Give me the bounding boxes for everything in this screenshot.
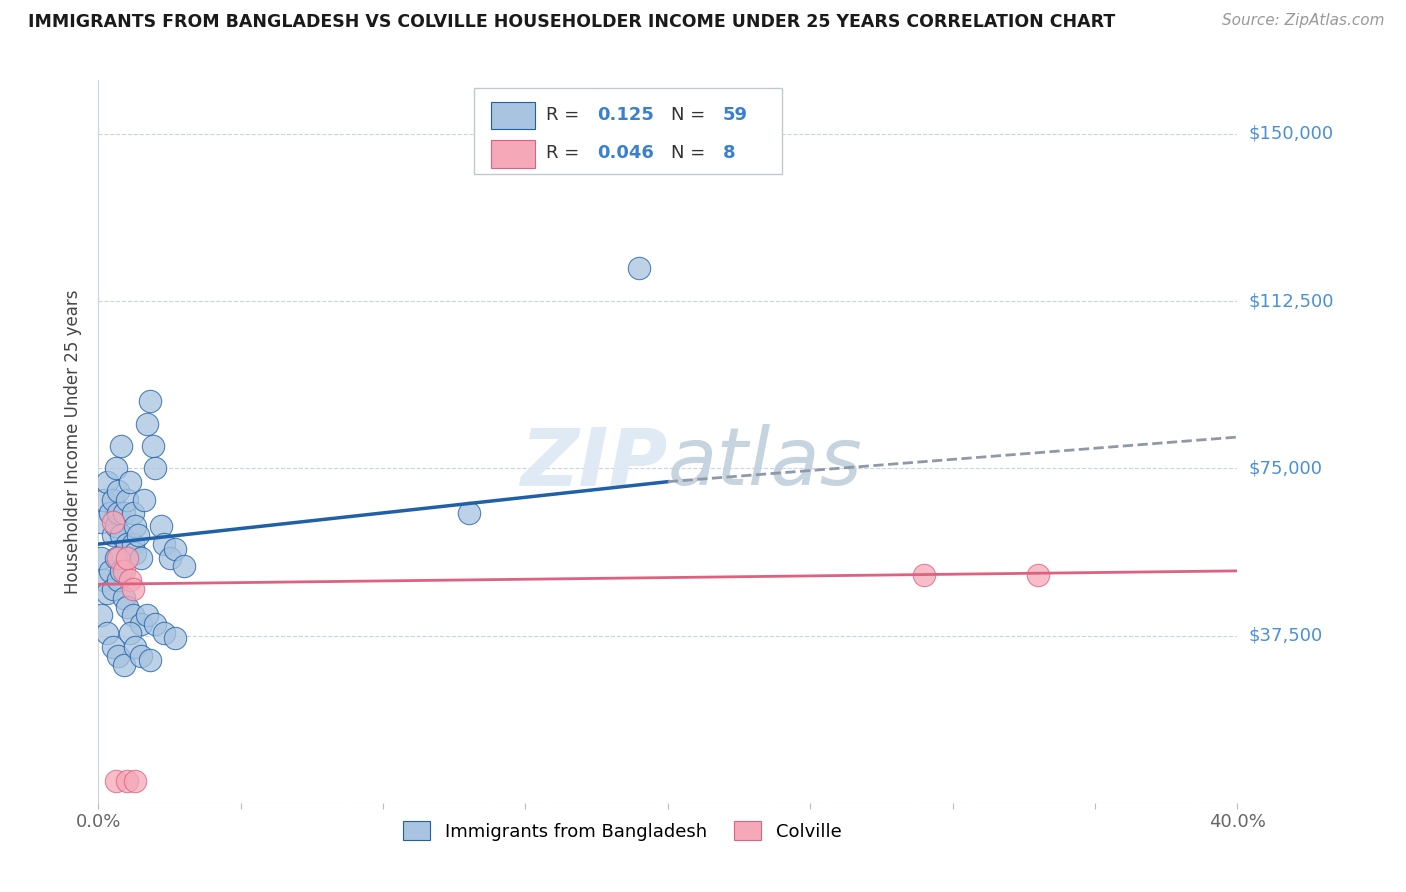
Point <box>138 394 160 409</box>
Point <box>121 608 143 623</box>
Point <box>90 608 112 623</box>
Text: 59: 59 <box>723 106 748 124</box>
Point <box>118 626 141 640</box>
Point <box>107 506 129 520</box>
Point <box>101 528 124 542</box>
Point <box>124 773 146 788</box>
Point <box>104 461 127 475</box>
Point <box>96 586 118 600</box>
Point <box>628 260 651 275</box>
Point <box>159 550 181 565</box>
Point <box>96 475 118 489</box>
FancyBboxPatch shape <box>474 87 782 174</box>
Text: ZIP: ZIP <box>520 425 668 502</box>
Point <box>121 506 143 520</box>
Text: 8: 8 <box>723 145 735 162</box>
Point <box>115 492 138 507</box>
Point <box>110 528 132 542</box>
Point <box>112 564 135 578</box>
FancyBboxPatch shape <box>491 102 534 129</box>
Point <box>165 631 187 645</box>
Point <box>112 506 135 520</box>
Point <box>104 773 127 788</box>
Point <box>101 582 124 596</box>
Text: N =: N = <box>671 145 711 162</box>
Text: $75,000: $75,000 <box>1249 459 1323 477</box>
Point <box>90 515 112 529</box>
Point <box>153 537 176 551</box>
Point <box>912 568 935 582</box>
Point <box>101 492 124 507</box>
Point <box>115 550 138 565</box>
Point <box>145 617 167 632</box>
Point <box>98 506 121 520</box>
Text: R =: R = <box>546 145 585 162</box>
Point <box>107 483 129 498</box>
Point <box>115 599 138 614</box>
Point <box>98 564 121 578</box>
Point <box>135 608 157 623</box>
Point <box>132 492 155 507</box>
Point <box>101 640 124 654</box>
Point <box>124 519 146 533</box>
Text: 0.125: 0.125 <box>598 106 654 124</box>
Point <box>173 559 195 574</box>
Point <box>138 653 160 667</box>
Point <box>129 617 152 632</box>
Point <box>110 439 132 453</box>
Text: N =: N = <box>671 106 711 124</box>
Point <box>112 591 135 605</box>
Point <box>90 550 112 565</box>
Point <box>107 573 129 587</box>
Y-axis label: Householder Income Under 25 years: Householder Income Under 25 years <box>65 289 83 594</box>
Text: Source: ZipAtlas.com: Source: ZipAtlas.com <box>1222 13 1385 29</box>
Text: atlas: atlas <box>668 425 863 502</box>
Point <box>145 461 167 475</box>
Point <box>457 506 479 520</box>
Text: R =: R = <box>546 106 585 124</box>
Text: IMMIGRANTS FROM BANGLADESH VS COLVILLE HOUSEHOLDER INCOME UNDER 25 YEARS CORRELA: IMMIGRANTS FROM BANGLADESH VS COLVILLE H… <box>28 13 1115 31</box>
Point <box>124 546 146 560</box>
Point <box>153 626 176 640</box>
Point <box>118 475 141 489</box>
Point <box>93 573 115 587</box>
Point <box>115 537 138 551</box>
Point <box>127 528 149 542</box>
Point <box>96 626 118 640</box>
Point <box>118 573 141 587</box>
Text: $112,500: $112,500 <box>1249 292 1334 310</box>
Point <box>112 657 135 672</box>
Point <box>1026 568 1049 582</box>
Point <box>107 550 129 565</box>
Point <box>110 564 132 578</box>
Point <box>121 537 143 551</box>
Point <box>124 640 146 654</box>
Point <box>101 515 124 529</box>
Point <box>135 417 157 431</box>
Text: $37,500: $37,500 <box>1249 626 1323 645</box>
Point <box>129 550 152 565</box>
Point <box>107 648 129 663</box>
Point <box>93 492 115 507</box>
Point <box>165 541 187 556</box>
Point <box>104 550 127 565</box>
Point <box>104 519 127 533</box>
Text: $150,000: $150,000 <box>1249 125 1333 143</box>
Text: 0.046: 0.046 <box>598 145 654 162</box>
Point <box>129 648 152 663</box>
Point <box>115 773 138 788</box>
Legend: Immigrants from Bangladesh, Colville: Immigrants from Bangladesh, Colville <box>396 814 849 848</box>
Point <box>121 582 143 596</box>
FancyBboxPatch shape <box>491 140 534 168</box>
Point <box>141 439 163 453</box>
Point <box>150 519 173 533</box>
